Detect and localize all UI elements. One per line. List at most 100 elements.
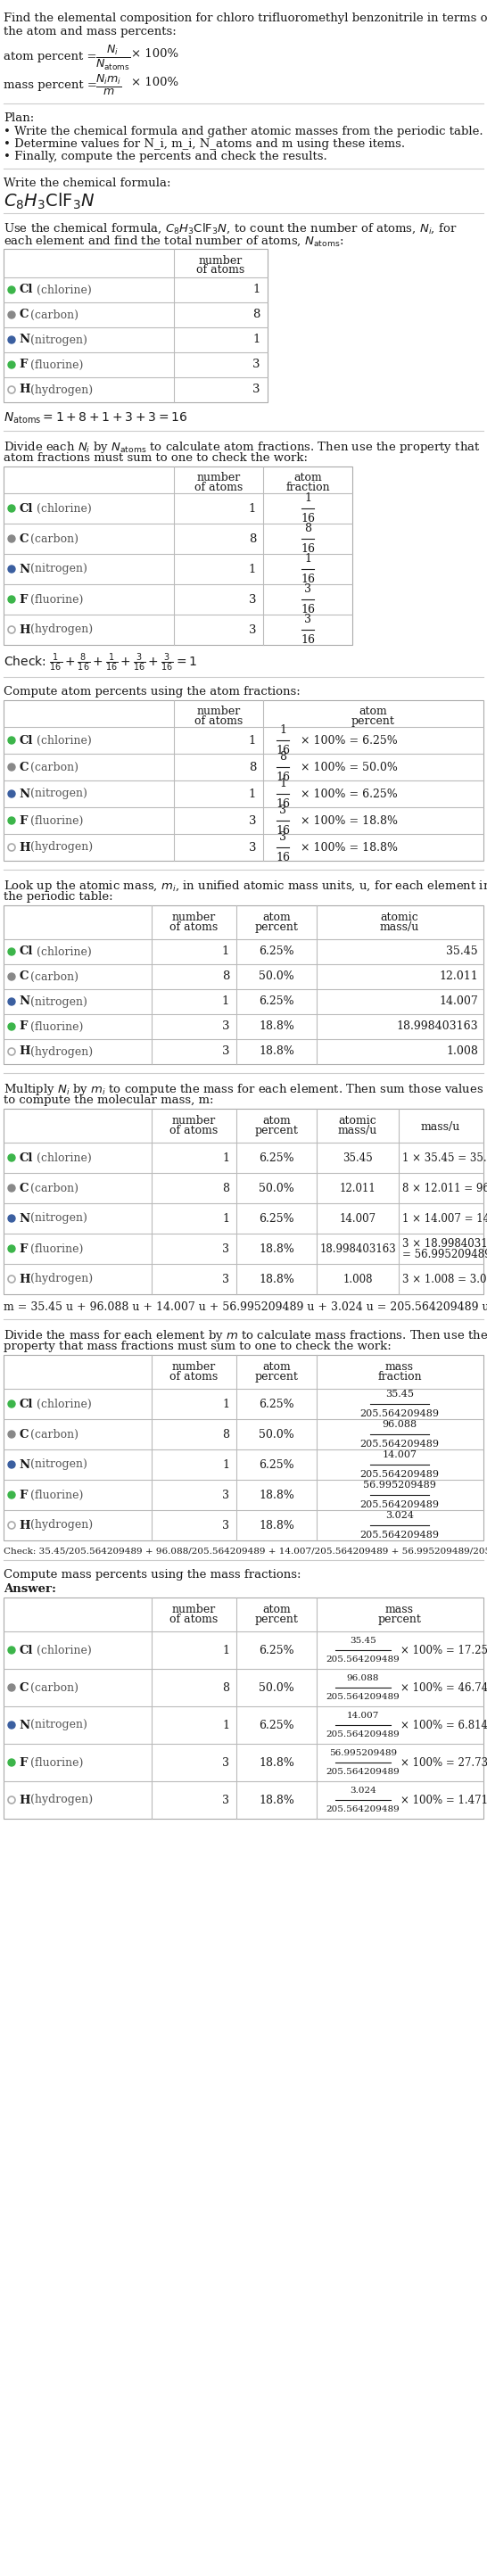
- Text: (hydrogen): (hydrogen): [27, 842, 93, 853]
- Circle shape: [8, 997, 15, 1005]
- Text: 1 × 35.45 = 35.45: 1 × 35.45 = 35.45: [402, 1151, 487, 1164]
- Bar: [3, 1597, 484, 1819]
- Circle shape: [8, 762, 15, 770]
- Text: F: F: [19, 358, 27, 371]
- Circle shape: [8, 817, 15, 824]
- Circle shape: [8, 1185, 15, 1193]
- Text: 16: 16: [300, 513, 315, 526]
- Bar: [3, 250, 267, 402]
- Text: Cl: Cl: [19, 1643, 33, 1656]
- Text: Use the chemical formula, $C_8H_3\mathrm{ClF}_3N$, to count the number of atoms,: Use the chemical formula, $C_8H_3\mathrm…: [3, 222, 457, 237]
- Text: 16: 16: [276, 773, 290, 783]
- Text: 1: 1: [304, 492, 311, 505]
- Text: 8: 8: [248, 533, 256, 544]
- Text: 3.024: 3.024: [385, 1512, 414, 1520]
- Text: percent: percent: [255, 1370, 299, 1383]
- Text: 1: 1: [279, 724, 286, 737]
- Text: C: C: [19, 533, 28, 544]
- Text: Check: 35.45/205.564209489 + 96.088/205.564209489 + 14.007/205.564209489 + 56.99: Check: 35.45/205.564209489 + 96.088/205.…: [3, 1548, 487, 1556]
- Bar: [3, 466, 352, 644]
- Text: Cl: Cl: [19, 1399, 33, 1409]
- Text: (hydrogen): (hydrogen): [27, 1046, 93, 1056]
- Text: 3: 3: [279, 804, 286, 817]
- Circle shape: [8, 1646, 15, 1654]
- Text: Find the elemental composition for chloro trifluoromethyl benzonitrile in terms : Find the elemental composition for chlor…: [3, 13, 487, 23]
- Circle shape: [8, 312, 15, 319]
- Bar: [3, 701, 484, 860]
- Text: C: C: [19, 762, 28, 773]
- Text: 3: 3: [222, 1757, 229, 1767]
- Text: N: N: [19, 335, 30, 345]
- Text: 1: 1: [304, 554, 311, 564]
- Text: 1: 1: [222, 1399, 229, 1409]
- Text: 3.024: 3.024: [350, 1788, 376, 1795]
- Text: F: F: [19, 1489, 27, 1502]
- Text: fraction: fraction: [377, 1370, 422, 1383]
- Text: 8: 8: [253, 309, 261, 319]
- Text: × 100% = 6.814%: × 100% = 6.814%: [400, 1718, 487, 1731]
- Text: 35.45: 35.45: [385, 1388, 414, 1399]
- Text: number: number: [171, 912, 216, 922]
- Text: (chlorine): (chlorine): [33, 734, 92, 747]
- Text: (nitrogen): (nitrogen): [27, 335, 87, 345]
- Text: (carbon): (carbon): [27, 309, 78, 319]
- Text: 6.25%: 6.25%: [259, 945, 294, 958]
- Text: (hydrogen): (hydrogen): [27, 384, 93, 397]
- Text: Compute mass percents using the mass fractions:: Compute mass percents using the mass fra…: [3, 1569, 301, 1582]
- Text: Cl: Cl: [19, 502, 33, 515]
- Text: (fluorine): (fluorine): [27, 1244, 83, 1255]
- Text: 3: 3: [222, 1795, 229, 1806]
- Text: of atoms: of atoms: [194, 716, 243, 726]
- Text: atomic: atomic: [380, 912, 419, 922]
- Text: 1: 1: [222, 1213, 229, 1224]
- Text: mass/u: mass/u: [338, 1126, 377, 1136]
- Text: property that mass fractions must sum to one to check the work:: property that mass fractions must sum to…: [3, 1340, 392, 1352]
- Bar: [3, 1108, 484, 1293]
- Text: × 100% = 17.25%: × 100% = 17.25%: [400, 1643, 487, 1656]
- Text: of atoms: of atoms: [169, 1613, 218, 1625]
- Text: of atoms: of atoms: [169, 1126, 218, 1136]
- Text: Write the chemical formula:: Write the chemical formula:: [3, 178, 171, 188]
- Text: Divide each $N_i$ by $N_\mathrm{atoms}$ to calculate atom fractions. Then use th: Divide each $N_i$ by $N_\mathrm{atoms}$ …: [3, 440, 480, 456]
- Text: (chlorine): (chlorine): [33, 945, 92, 958]
- Text: (chlorine): (chlorine): [33, 1399, 92, 1409]
- Text: percent: percent: [255, 1613, 299, 1625]
- Text: 16: 16: [300, 603, 315, 616]
- Text: atom: atom: [262, 1115, 291, 1126]
- Text: 18.8%: 18.8%: [259, 1244, 294, 1255]
- Text: (hydrogen): (hydrogen): [27, 623, 93, 636]
- Text: 1: 1: [222, 997, 229, 1007]
- Text: 1: 1: [222, 1458, 229, 1471]
- Text: percent: percent: [255, 922, 299, 933]
- Text: (carbon): (carbon): [27, 533, 78, 544]
- Text: 1: 1: [248, 734, 256, 747]
- Circle shape: [8, 1244, 15, 1252]
- Circle shape: [8, 567, 15, 572]
- Text: mass: mass: [385, 1605, 414, 1615]
- Text: 16: 16: [276, 824, 290, 837]
- Text: 3: 3: [248, 592, 256, 605]
- Text: number: number: [171, 1115, 216, 1126]
- Text: 16: 16: [300, 574, 315, 585]
- Text: atomic: atomic: [338, 1115, 377, 1126]
- Text: 3: 3: [248, 814, 256, 827]
- Text: (carbon): (carbon): [27, 1430, 78, 1440]
- Text: (hydrogen): (hydrogen): [27, 1273, 93, 1285]
- Text: 3: 3: [222, 1520, 229, 1530]
- Text: N: N: [19, 788, 30, 799]
- Text: 18.8%: 18.8%: [259, 1020, 294, 1033]
- Text: H: H: [19, 1046, 30, 1056]
- Text: 3: 3: [279, 832, 286, 842]
- Text: 16: 16: [300, 634, 315, 647]
- Text: 3: 3: [222, 1489, 229, 1502]
- Text: 18.8%: 18.8%: [259, 1757, 294, 1767]
- Text: (nitrogen): (nitrogen): [27, 564, 87, 574]
- Text: number: number: [197, 471, 241, 484]
- Text: 3: 3: [248, 842, 256, 853]
- Text: × 100% = 6.25%: × 100% = 6.25%: [297, 788, 397, 799]
- Text: atom: atom: [262, 1360, 291, 1373]
- Text: (carbon): (carbon): [27, 1182, 78, 1193]
- Text: 3 × 18.998403163: 3 × 18.998403163: [402, 1236, 487, 1249]
- Text: N: N: [19, 1458, 30, 1471]
- Text: $\frac{N_i}{N_\mathrm{atoms}}$: $\frac{N_i}{N_\mathrm{atoms}}$: [95, 44, 131, 72]
